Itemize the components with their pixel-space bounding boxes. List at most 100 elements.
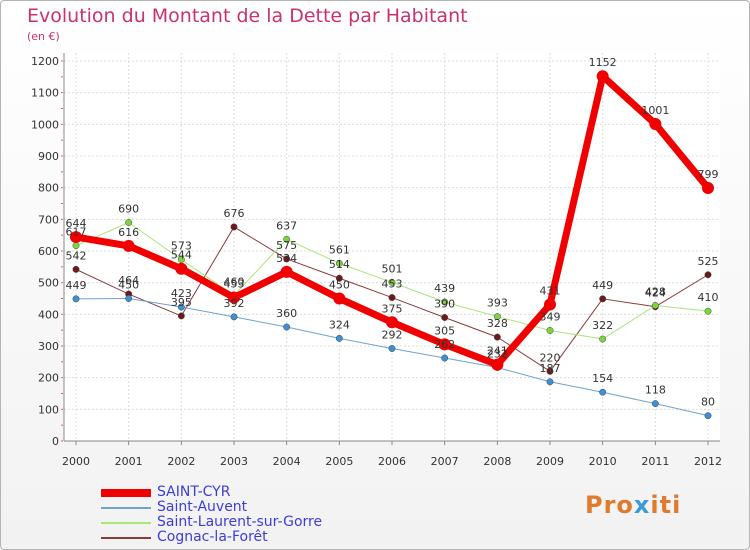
data-label: 328 (487, 317, 508, 330)
data-label: 324 (329, 318, 350, 331)
data-label: 514 (329, 258, 350, 271)
data-label: 690 (118, 203, 139, 216)
legend-swatch (101, 506, 151, 509)
y-tick-label: 100 (38, 403, 59, 416)
data-point (388, 278, 396, 286)
data-label: 305 (434, 324, 455, 337)
data-point (228, 291, 240, 304)
data-label: 676 (224, 207, 245, 220)
data-label: 410 (698, 291, 719, 304)
data-point (283, 255, 291, 263)
legend-swatch (101, 521, 151, 524)
data-point (491, 358, 504, 371)
y-tick-label: 300 (38, 340, 59, 353)
x-tick-label: 2000 (62, 455, 90, 468)
data-label: 424 (645, 287, 666, 300)
y-tick-label: 1200 (31, 55, 59, 68)
data-point (230, 313, 238, 321)
data-label: 460 (224, 275, 245, 288)
legend-item: Cognac-la-Forêt (101, 530, 322, 545)
data-label: 439 (434, 282, 455, 295)
data-point (438, 338, 451, 351)
data-label: 464 (118, 274, 139, 287)
data-point (335, 274, 343, 282)
data-point (333, 292, 346, 305)
data-label: 322 (592, 319, 613, 332)
y-tick-label: 600 (38, 245, 59, 258)
data-point (546, 367, 554, 375)
x-tick-label: 2007 (431, 455, 459, 468)
data-label: 637 (276, 219, 297, 232)
data-point (599, 295, 607, 303)
data-label: 154 (592, 372, 613, 385)
data-point (70, 231, 82, 244)
data-point (704, 412, 712, 420)
data-point (388, 345, 396, 352)
data-point (388, 294, 396, 301)
data-point (493, 333, 501, 341)
data-point (177, 303, 185, 311)
data-point (599, 335, 607, 343)
data-label: 431 (540, 285, 561, 298)
data-label: 644 (66, 217, 87, 230)
proxiti-logo: Proxiti (585, 491, 681, 519)
legend-swatch (101, 536, 151, 539)
y-tick-label: 400 (38, 308, 59, 321)
data-point (546, 378, 554, 386)
data-label: 1152 (589, 56, 617, 69)
data-label: 220 (540, 351, 561, 364)
data-point (704, 271, 712, 279)
data-label: 262 (434, 338, 455, 351)
y-tick-label: 1100 (31, 87, 59, 100)
data-point (702, 181, 714, 194)
data-label: 799 (698, 168, 719, 181)
data-label: 449 (66, 279, 87, 292)
x-tick-label: 2003 (220, 455, 248, 468)
legend-item: Saint-Auvent (101, 500, 322, 515)
y-tick-label: 500 (38, 277, 59, 290)
data-point (704, 307, 712, 315)
data-point (651, 302, 659, 309)
y-tick-label: 900 (38, 150, 59, 163)
legend-label: Cognac-la-Forêt (157, 529, 268, 545)
data-point (125, 295, 133, 302)
data-label: 392 (224, 297, 245, 310)
y-tick-label: 700 (38, 213, 59, 226)
x-tick-label: 2008 (483, 455, 511, 468)
data-label: 450 (118, 279, 139, 292)
data-label: 542 (66, 249, 87, 262)
data-label: 449 (592, 279, 613, 292)
data-label: 575 (276, 239, 297, 252)
data-label: 360 (276, 307, 297, 320)
legend-label: Saint-Auvent (157, 499, 248, 515)
data-point (649, 118, 662, 131)
x-tick-label: 2012 (694, 455, 722, 468)
data-label: 349 (540, 310, 561, 323)
data-label: 390 (434, 298, 455, 311)
data-label: 544 (171, 249, 192, 262)
logo-part-1: Pro (585, 491, 634, 519)
x-tick-label: 2004 (273, 455, 301, 468)
y-tick-label: 200 (38, 372, 59, 385)
data-point (544, 298, 556, 311)
data-point (493, 313, 501, 320)
data-label: 187 (540, 362, 561, 375)
data-label: 423 (171, 287, 192, 300)
legend: SAINT-CYR Saint-Auvent Saint-Laurent-sur-G… (101, 485, 322, 545)
data-label: 453 (382, 278, 403, 291)
legend-swatch (101, 488, 151, 497)
data-label: 395 (171, 296, 192, 309)
legend-item: Saint-Laurent-sur-Gorre (101, 515, 322, 530)
data-point (596, 70, 609, 83)
data-label: 561 (329, 243, 350, 256)
data-label: 375 (382, 302, 403, 315)
legend-item: SAINT-CYR (101, 485, 322, 500)
data-point (177, 312, 185, 320)
data-label: 573 (171, 240, 192, 253)
data-point (72, 265, 80, 273)
data-point (599, 388, 607, 396)
x-tick-label: 2001 (115, 455, 143, 468)
logo-part-2: x (633, 491, 651, 519)
data-point (122, 239, 135, 252)
